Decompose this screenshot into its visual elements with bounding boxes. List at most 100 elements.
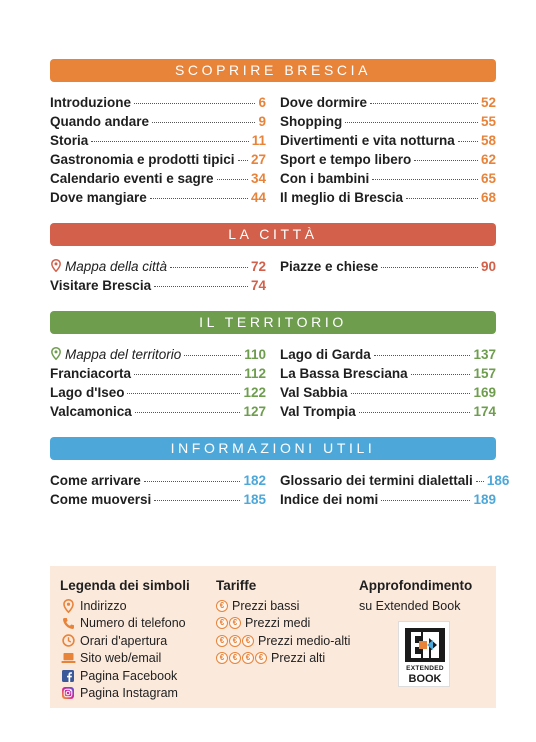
toc-entry[interactable]: Calendario eventi e sagre 34 [50, 171, 266, 190]
toc-entry-label: Mappa del territorio [65, 347, 182, 362]
toc-entry-label: Val Trompia [280, 404, 356, 419]
section-la-citta: LA CITTÀ Mappa della città 72 Visitare Bre… [50, 223, 496, 293]
toc-entry[interactable]: Gastronomia e prodotti tipici 27 [50, 152, 266, 171]
toc-page-number: 52 [480, 95, 496, 110]
price-legend-label: Prezzi alti [271, 651, 326, 666]
dot-leader [152, 122, 256, 123]
toc-entry[interactable]: Dove dormire 52 [280, 95, 496, 114]
toc-entry-label: Visitare Brescia [50, 278, 152, 293]
toc-page-number: 34 [250, 171, 266, 186]
toc-entry-title: Come arrivare [50, 473, 141, 488]
dot-leader [350, 393, 471, 394]
price-legend-label: Prezzi medi [245, 616, 311, 631]
toc-entry[interactable]: Lago di Garda 137 [280, 347, 496, 366]
legend-symbols: Legenda dei simboli Indirizzo Numero di … [60, 578, 190, 702]
toc-page-number: 185 [243, 492, 266, 507]
toc-entry-label: Dove dormire [280, 95, 368, 110]
toc-page-number: 90 [480, 259, 496, 274]
toc-entry-label: Mappa della città [65, 259, 168, 274]
toc-entry-label: Lago di Garda [280, 347, 371, 362]
legend-symbols-title: Legenda dei simboli [60, 578, 190, 593]
laptop-icon [60, 652, 76, 664]
toc-column-left: Come arrivare 182 Come muoversi 185 [50, 473, 266, 511]
toc-entry-label: Glossario dei termini dialettali [280, 473, 473, 488]
toc-entry[interactable]: Franciacorta 112 [50, 366, 266, 385]
dot-leader [184, 355, 242, 356]
dot-leader [457, 141, 478, 142]
toc-entry-label: Come muoversi [50, 492, 152, 507]
toc-page-number: 74 [250, 278, 266, 293]
toc-page-number: 9 [258, 114, 266, 129]
dot-leader [381, 267, 478, 268]
dot-leader [414, 160, 478, 161]
toc-entry[interactable]: Indice dei nomi 189 [280, 492, 496, 511]
euro-coin-icon: € [216, 617, 228, 630]
clock-icon [60, 634, 76, 647]
toc-column-right: Glossario dei termini dialettali 186 Indic… [280, 473, 509, 511]
extended-book-logo: EXTENDED BOOK [398, 621, 450, 687]
toc-entry-title: Val Sabbia [280, 385, 348, 400]
legend-extended-book: Approfondimento su Extended Book [359, 578, 472, 615]
toc-entry[interactable]: Divertimenti e vita notturna 58 [280, 133, 496, 152]
toc-entry-label: Calendario eventi e sagre [50, 171, 214, 186]
toc-entry-title: Dove mangiare [50, 190, 147, 205]
toc-column-right: Dove dormire 52 Shopping 55 Divertimenti e v… [280, 95, 496, 209]
toc-entry-label: Con i bambini [280, 171, 370, 186]
toc-entry-title: Val Trompia [280, 404, 356, 419]
toc-page-number: 65 [480, 171, 496, 186]
dot-leader [134, 412, 241, 413]
toc-page-number: 110 [244, 347, 266, 362]
price-legend-item: € € € Prezzi medio-alti [216, 632, 350, 650]
logo-text-extended: EXTENDED [406, 665, 444, 672]
toc-column-left: Mappa della città 72 Visitare Brescia 74 [50, 259, 266, 297]
toc-entry[interactable]: Come muoversi 185 [50, 492, 266, 511]
toc-entry[interactable]: Valcamonica 127 [50, 404, 266, 423]
toc-page-number: 157 [473, 366, 496, 381]
legend-box: Legenda dei simboli Indirizzo Numero di … [50, 566, 496, 708]
toc-entry[interactable]: Mappa della città 72 [50, 259, 266, 278]
toc-entry[interactable]: Glossario dei termini dialettali 186 [280, 473, 509, 492]
toc-column-left: Introduzione 6 Quando andare 9 Storia 11 Gastr… [50, 95, 266, 209]
toc-entry[interactable]: Il meglio di Brescia 68 [280, 190, 496, 209]
toc-entry[interactable]: Come arrivare 182 [50, 473, 266, 492]
toc-entry-title: Dove dormire [280, 95, 367, 110]
toc-entry[interactable]: Shopping 55 [280, 114, 496, 133]
toc-entry[interactable]: Lago d'Iseo 122 [50, 385, 266, 404]
toc-entry-title: Piazze e chiese [280, 259, 378, 274]
extended-book-logo-graphic [405, 628, 445, 662]
toc-page-number: 186 [486, 473, 510, 488]
toc-entry-label: La Bassa Bresciana [280, 366, 408, 381]
toc-entry[interactable]: Mappa del territorio 110 [50, 347, 266, 366]
toc-entry-label: Introduzione [50, 95, 131, 110]
dot-leader [358, 412, 471, 413]
phone-icon [60, 617, 76, 630]
dot-leader [373, 355, 471, 356]
section-banner: SCOPRIRE BRESCIA [50, 59, 496, 82]
toc-column-right: Piazze e chiese 90 [280, 259, 496, 297]
legend-item: Pagina Instagram [60, 685, 190, 703]
toc-entry[interactable]: Piazze e chiese 90 [280, 259, 496, 278]
toc-entry[interactable]: La Bassa Bresciana 157 [280, 366, 496, 385]
toc-entry[interactable]: Introduzione 6 [50, 95, 266, 114]
toc-entry[interactable]: Con i bambini 65 [280, 171, 496, 190]
toc-entry[interactable]: Sport e tempo libero 62 [280, 152, 496, 171]
dot-leader [91, 141, 249, 142]
toc-entry-title: Introduzione [50, 95, 131, 110]
toc-entry[interactable]: Dove mangiare 44 [50, 190, 266, 209]
dot-leader [154, 286, 248, 287]
toc-entry-title: Mappa della città [50, 259, 167, 274]
map-pin-icon [51, 347, 61, 360]
toc-entry[interactable]: Storia 11 [50, 133, 266, 152]
toc-entry[interactable]: Val Trompia 174 [280, 404, 496, 423]
toc-entry[interactable]: Visitare Brescia 74 [50, 278, 266, 297]
toc-entry-label: Indice dei nomi [280, 492, 379, 507]
toc-entry[interactable]: Quando andare 9 [50, 114, 266, 133]
toc-entry-title: Divertimenti e vita notturna [280, 133, 455, 148]
section-informazioni-utili: INFORMAZIONI UTILI Come arrivare 182 Come … [50, 437, 509, 507]
section-banner: LA CITTÀ [50, 223, 496, 246]
euro-coin-icon: € [229, 617, 241, 630]
toc-column-left: Mappa del territorio 110 Franciacorta 112 La… [50, 347, 266, 423]
legend-item: Orari d'apertura [60, 632, 190, 650]
toc-entry[interactable]: Val Sabbia 169 [280, 385, 496, 404]
dot-leader [475, 481, 484, 482]
